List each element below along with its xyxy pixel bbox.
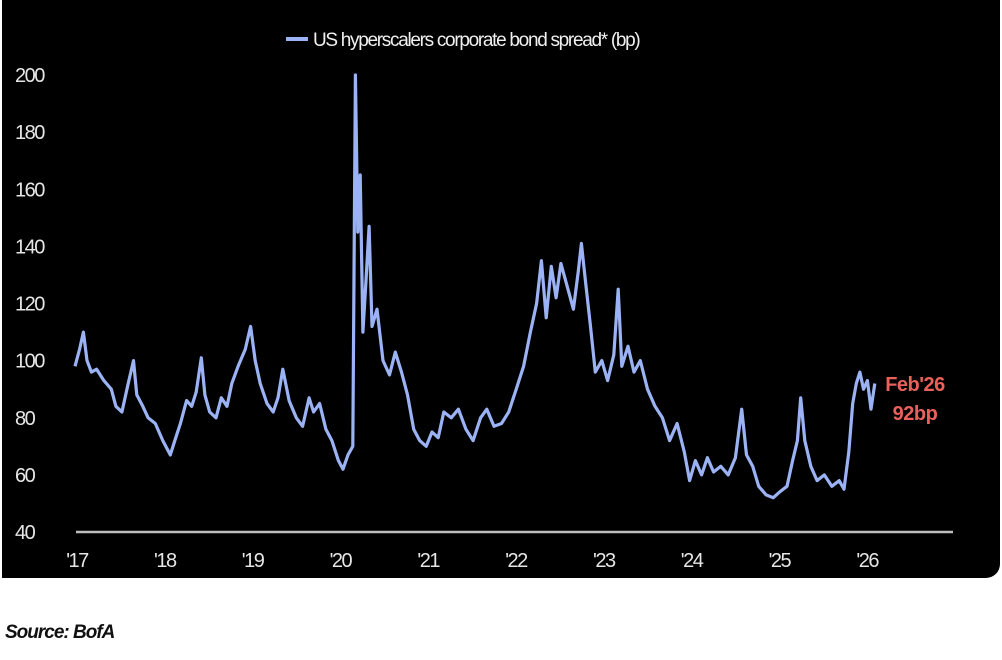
y-tick-label: 80	[15, 408, 36, 430]
y-tick-label: 160	[15, 179, 45, 201]
annotation-date: Feb'26	[885, 374, 945, 396]
x-tick-label: '24	[681, 550, 704, 572]
x-tick-label: '17	[66, 550, 89, 572]
annotation-value: 92bp	[893, 403, 938, 425]
y-tick-label: 180	[15, 122, 45, 144]
x-tick-label: '23	[593, 550, 616, 572]
x-tick-label: '20	[330, 550, 353, 572]
y-tick-label: 100	[15, 351, 45, 373]
series-line-hyperscaler-spread	[73, 73, 877, 500]
y-tick-label: 140	[15, 236, 45, 258]
y-tick-label: 40	[15, 522, 36, 544]
x-tick-label: '19	[242, 550, 265, 572]
legend-label: US hyperscalers corporate bond spread* (…	[313, 30, 640, 51]
x-tick-label: '21	[417, 550, 440, 572]
x-tick-label: '22	[505, 550, 528, 572]
x-tick-label: '26	[856, 550, 879, 572]
y-tick-label: 120	[15, 294, 45, 316]
x-tick-label: '18	[154, 550, 177, 572]
x-tick-label: '25	[769, 550, 792, 572]
y-tick-label: 200	[15, 65, 45, 87]
line-chart: US hyperscalers corporate bond spread* (…	[15, 30, 953, 572]
source-note: Source: BofA	[5, 622, 115, 643]
y-tick-label: 60	[15, 465, 36, 487]
chart-panel	[2, 0, 1000, 578]
